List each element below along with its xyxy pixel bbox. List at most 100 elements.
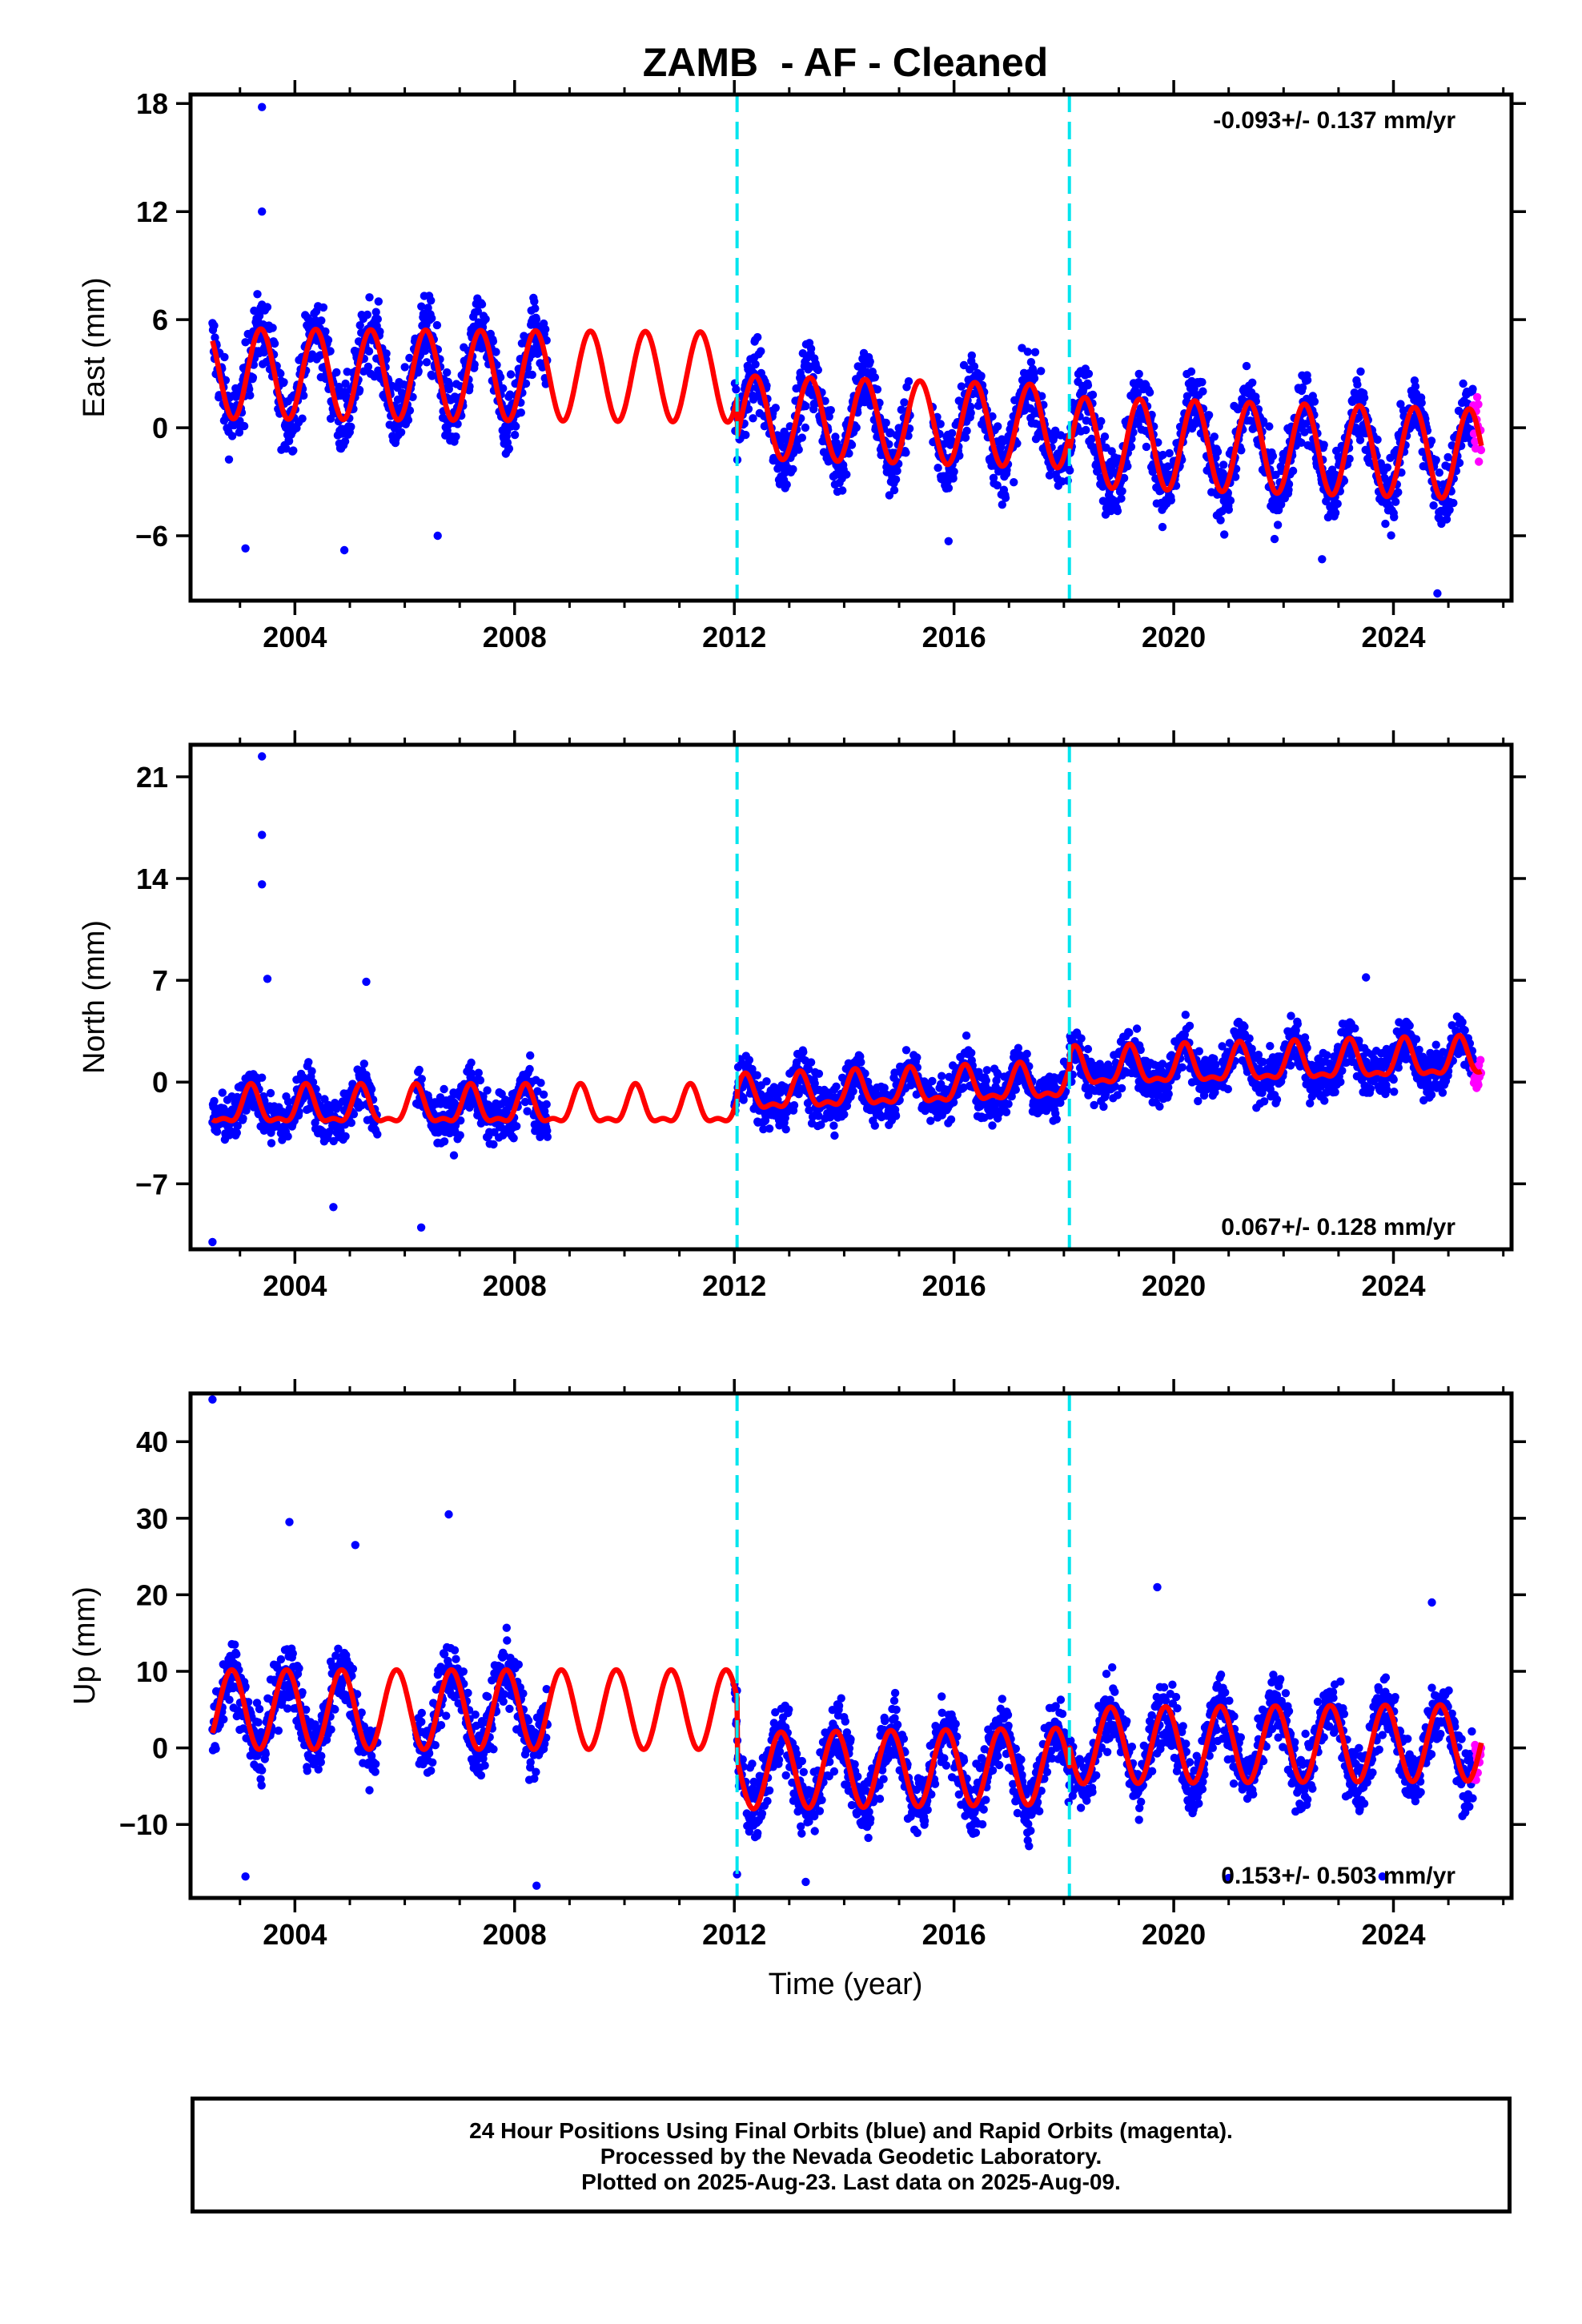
final-orbit-point: [1277, 500, 1286, 509]
final-orbit-point: [1387, 531, 1395, 540]
final-orbit-point: [477, 300, 487, 309]
final-orbit-point: [227, 432, 237, 440]
final-orbit-point: [1356, 367, 1365, 376]
final-orbit-point: [897, 405, 906, 414]
final-orbit-point: [341, 1132, 350, 1141]
final-orbit-point: [267, 1139, 276, 1148]
final-orbit-point: [456, 1131, 464, 1140]
final-orbit-point: [1023, 348, 1032, 356]
chart-title: ZAMB - AF - Cleaned: [643, 40, 1048, 85]
final-orbit-point: [782, 480, 791, 489]
final-orbit-point: [400, 363, 409, 372]
final-orbit-point: [474, 1068, 483, 1077]
y-axis-label: East (mm): [78, 277, 111, 417]
final-orbit-point: [382, 349, 391, 358]
final-orbit-point: [307, 1067, 316, 1076]
final-orbit-point: [250, 306, 259, 316]
final-orbit-point: [1210, 432, 1219, 441]
final-orbit-point: [1204, 411, 1214, 420]
final-orbit-point: [870, 1121, 880, 1130]
final-orbit-point: [210, 321, 219, 330]
final-orbit-point: [282, 444, 291, 453]
final-orbit-point: [865, 357, 874, 366]
final-orbit-point: [443, 368, 452, 377]
final-orbit-point: [799, 1047, 808, 1056]
final-orbit-point: [1037, 367, 1046, 376]
final-orbit-point: [332, 368, 341, 377]
final-orbit-point: [967, 1048, 976, 1058]
final-orbit-point: [928, 1076, 937, 1086]
y-tick-label: 0: [152, 412, 168, 444]
final-orbit-point: [913, 1053, 921, 1062]
outlier-point: [339, 545, 349, 555]
final-orbit-point: [1155, 1102, 1164, 1111]
final-orbit-point: [299, 391, 308, 400]
final-orbit-point: [1310, 397, 1319, 406]
final-orbit-point: [266, 1088, 275, 1098]
final-orbit-point: [830, 1131, 839, 1140]
final-orbit-point: [1113, 506, 1122, 516]
final-orbit-point: [1273, 521, 1283, 529]
final-orbit-point: [873, 385, 882, 394]
final-orbit-point: [741, 430, 750, 440]
final-orbit-point: [1134, 369, 1143, 379]
final-orbit-point: [445, 380, 454, 389]
final-orbit-point: [1165, 448, 1174, 458]
final-orbit-point: [415, 1065, 424, 1075]
final-orbit-point: [367, 1085, 376, 1094]
final-orbit-point: [212, 1128, 222, 1136]
final-orbit-point: [298, 414, 307, 423]
final-orbit-point: [900, 398, 909, 407]
final-orbit-point: [1320, 1096, 1329, 1105]
final-orbit-point: [1223, 1084, 1233, 1094]
final-orbit-point: [1030, 348, 1040, 356]
final-orbit-point: [523, 1107, 532, 1116]
final-orbit-point: [1333, 499, 1342, 509]
final-orbit-point: [1052, 1115, 1062, 1124]
final-orbit-point: [966, 402, 975, 412]
final-orbit-point: [428, 314, 436, 323]
final-orbit-point: [955, 451, 964, 460]
final-orbit-point: [744, 404, 753, 413]
final-orbit-point: [224, 455, 234, 464]
final-orbit-point: [1319, 440, 1328, 449]
final-orbit-point: [233, 1121, 242, 1131]
final-orbit-point: [1083, 1044, 1093, 1054]
final-orbit-point: [1237, 446, 1246, 455]
final-orbit-point: [304, 1058, 313, 1067]
final-orbit-point: [1366, 1084, 1375, 1093]
final-orbit-point: [842, 470, 851, 479]
final-orbit-point: [422, 358, 432, 367]
final-orbit-point: [957, 382, 966, 391]
final-orbit-point: [1323, 1051, 1331, 1059]
final-orbit-point: [832, 1082, 841, 1092]
final-orbit-point: [1014, 1043, 1023, 1052]
final-orbit-point: [889, 485, 899, 495]
final-orbit-point: [967, 351, 977, 360]
final-orbit-point: [749, 414, 757, 423]
final-orbit-point: [804, 1064, 813, 1074]
final-orbit-point: [317, 316, 326, 325]
final-orbit-point: [1383, 1085, 1391, 1095]
final-orbit-point: [1224, 505, 1234, 514]
final-orbit-point: [849, 1087, 857, 1096]
final-orbit-point: [1216, 516, 1225, 525]
rapid-orbit-point: [1472, 392, 1482, 402]
final-orbit-point: [349, 1110, 359, 1119]
final-orbit-point: [270, 339, 279, 348]
final-orbit-point: [1186, 367, 1196, 376]
final-orbit-point: [845, 449, 853, 458]
final-orbit-point: [525, 1064, 534, 1074]
final-orbit-point: [1195, 1047, 1204, 1055]
final-orbit-point: [375, 327, 384, 336]
final-orbit-point: [988, 412, 997, 421]
final-orbit-point: [982, 1066, 992, 1075]
final-orbit-point: [246, 391, 255, 400]
final-orbit-point: [847, 440, 857, 449]
final-orbit-point: [1125, 1028, 1134, 1037]
final-orbit-point: [813, 365, 822, 375]
final-orbit-point: [1298, 383, 1307, 392]
final-orbit-point: [473, 307, 482, 316]
final-orbit-point: [321, 327, 330, 336]
